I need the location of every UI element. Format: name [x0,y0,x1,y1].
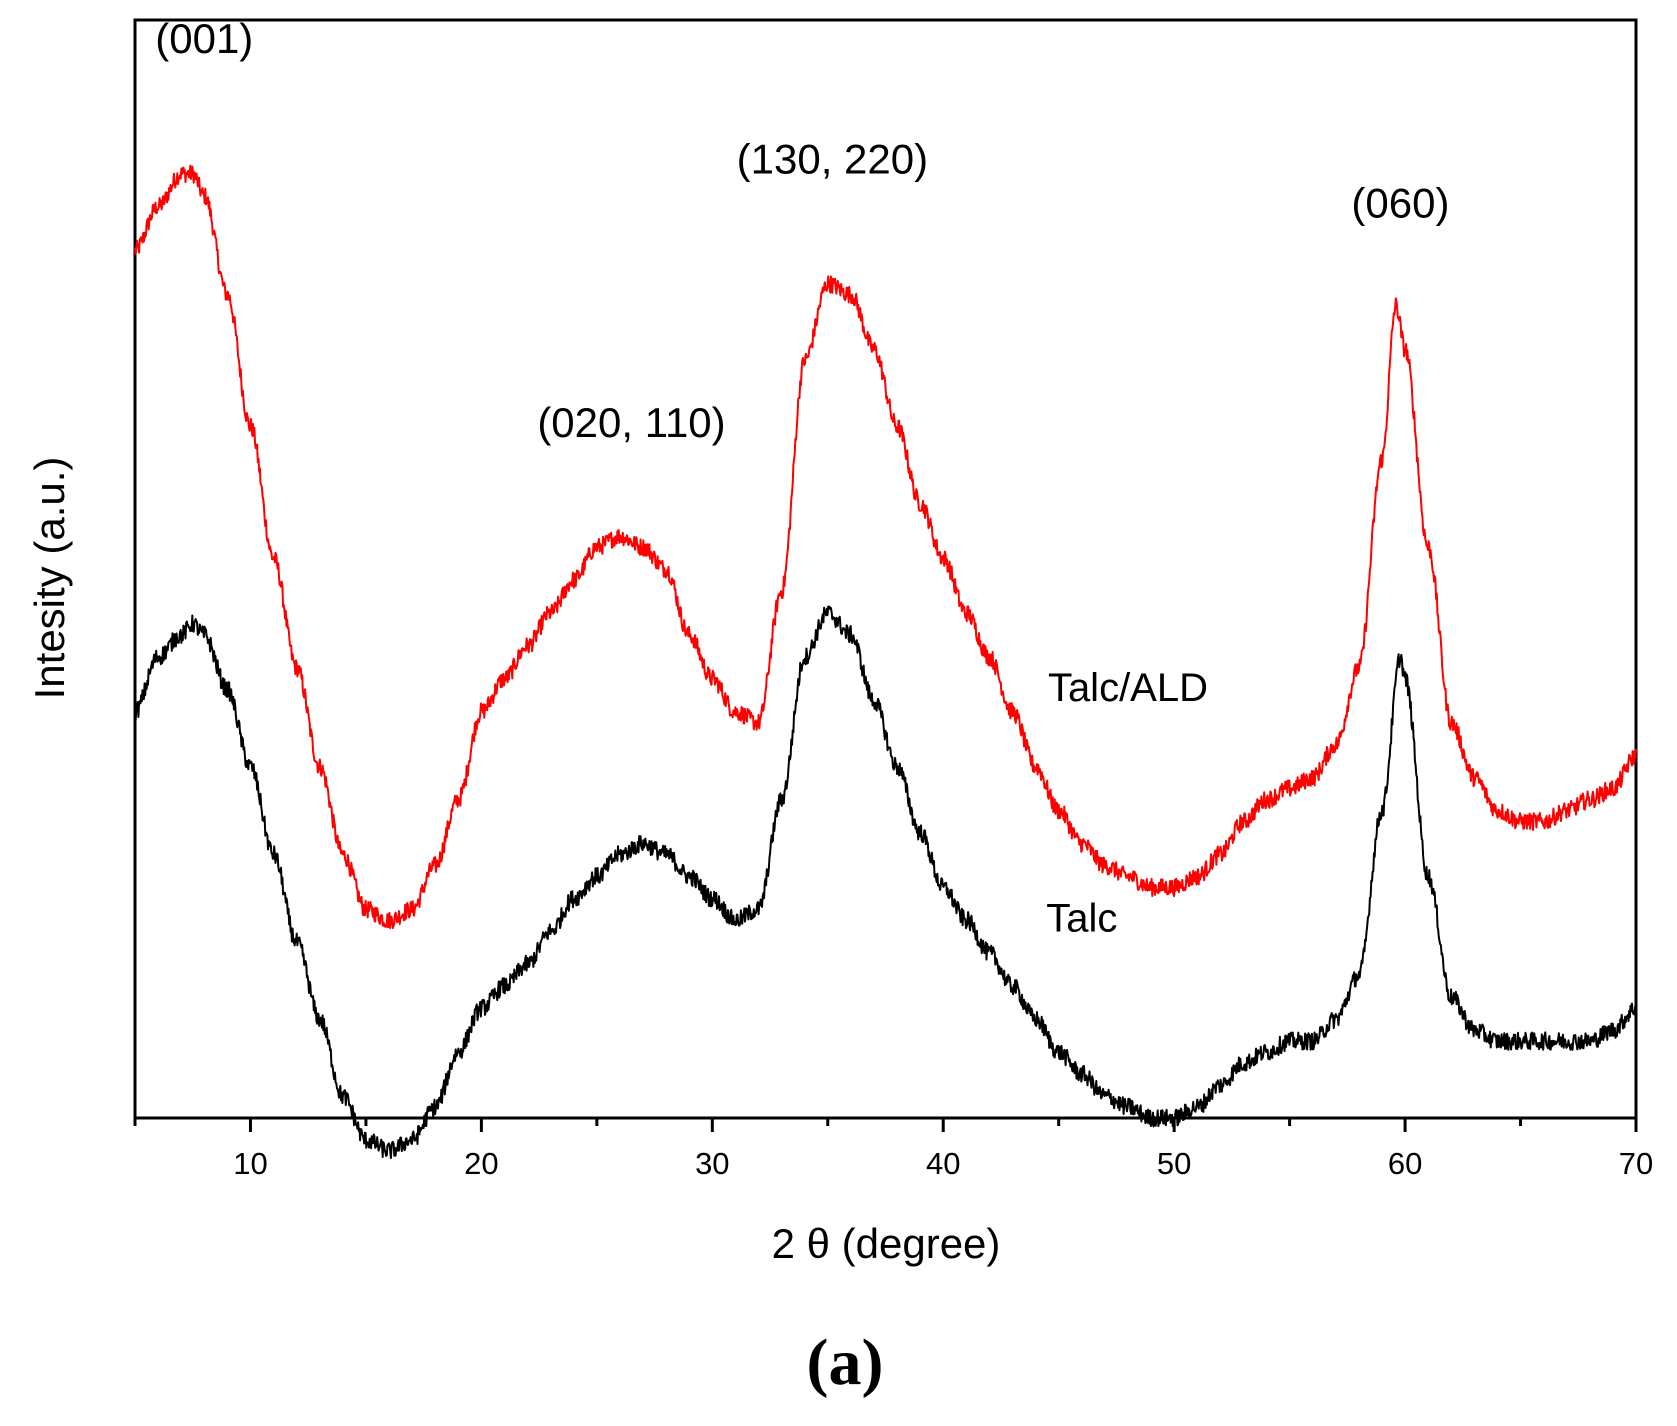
series-line-talc [134,605,1637,1160]
x-axis-ticks: 10 20 30 40 50 60 70 [133,1118,1653,1181]
x-tick-label: 70 [1619,1146,1653,1181]
x-axis-title: 2 θ (degree) [772,1220,1001,1267]
series-layer [134,164,1637,1160]
x-tick-label: 40 [926,1146,960,1181]
x-tick-label: 30 [695,1146,729,1181]
y-axis-title: Intesity (a.u.) [26,457,73,700]
panel-label: (a) [807,1326,884,1399]
annotations: (001) (020, 110) (130, 220) (060) Talc/ALD Ta… [155,15,1449,940]
series-line-talc-ald [134,164,1637,930]
x-tick-label: 60 [1388,1146,1422,1181]
peak-label: (130, 220) [737,136,928,183]
peak-label: (060) [1351,180,1449,227]
plot-frame [133,18,1638,1120]
x-tick-label: 20 [464,1146,498,1181]
x-tick-label: 10 [233,1146,267,1181]
series-label: Talc [1046,896,1117,940]
series-label: Talc/ALD [1048,666,1208,710]
x-tick-label: 50 [1157,1146,1191,1181]
peak-label: (020, 110) [537,399,725,446]
peak-label: (001) [155,15,253,62]
